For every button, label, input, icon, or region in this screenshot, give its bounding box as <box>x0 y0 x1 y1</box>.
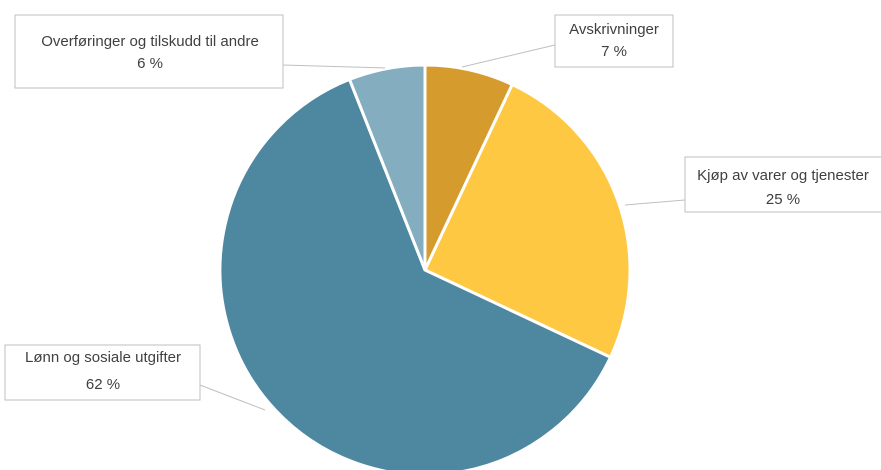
pie-slice <box>347 63 427 271</box>
pie-slice <box>423 82 632 360</box>
label-box <box>554 14 674 68</box>
leader-line <box>199 384 266 411</box>
category-label: Overføringer og tilskudd til andre <box>41 33 259 50</box>
label-box <box>684 156 881 213</box>
value-label: 6 % <box>137 55 163 72</box>
category-label: Lønn og sosiale utgifter <box>25 349 181 366</box>
leader-line <box>461 44 556 68</box>
leader-line <box>282 64 386 69</box>
value-label: 62 % <box>86 376 120 393</box>
value-label: 25 % <box>766 191 800 208</box>
label-box <box>14 14 284 89</box>
pie-slice <box>218 77 613 470</box>
leader-line <box>624 199 686 206</box>
value-label: 7 % <box>601 43 627 60</box>
category-label: Avskrivninger <box>569 21 659 38</box>
label-box <box>4 344 201 401</box>
pie <box>218 63 632 470</box>
category-label: Kjøp av varer og tjenester <box>697 167 869 184</box>
labels: Avskrivninger 7 % Kjøp av varer og tjenest… <box>4 14 881 411</box>
